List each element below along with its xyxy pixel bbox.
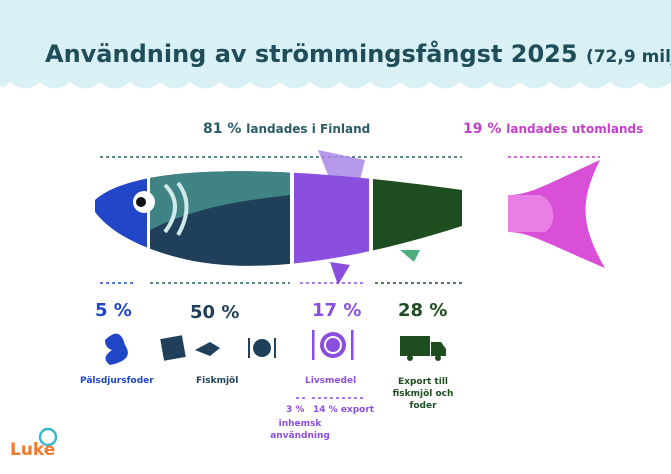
logo: Luke	[10, 440, 56, 460]
fin	[400, 250, 420, 262]
icon-truck	[400, 336, 446, 361]
split-finland: 81 % landades i Finland	[203, 121, 371, 137]
breakdown: inhemsk användning	[270, 419, 330, 441]
icon-fishmeal	[160, 335, 276, 361]
label: Livsmedel	[305, 376, 357, 386]
logo-bubble	[38, 427, 58, 447]
share: 28 %	[398, 300, 448, 321]
tail	[508, 160, 605, 268]
fin	[330, 262, 350, 285]
share: 17 %	[312, 300, 362, 321]
wave-header	[0, 0, 671, 89]
share: 5 %	[95, 300, 132, 321]
share: 50 %	[190, 302, 240, 323]
breakdown: 3 %	[286, 405, 305, 415]
label: Pälsdjursfoder	[80, 376, 154, 386]
icon-fur	[105, 333, 128, 365]
label: Export till fiskmjöl och foder	[392, 377, 454, 411]
fin	[318, 150, 365, 180]
title: Användning av strömmingsfångst 2025 (72,…	[45, 40, 671, 68]
breakdown: 14 % export	[313, 405, 375, 415]
label: Fiskmjöl	[196, 376, 239, 386]
icon-food	[312, 330, 354, 360]
fish-body	[95, 171, 462, 266]
split-abroad: 19 % landades utomlands	[463, 121, 644, 137]
dash-lines	[100, 156, 600, 399]
